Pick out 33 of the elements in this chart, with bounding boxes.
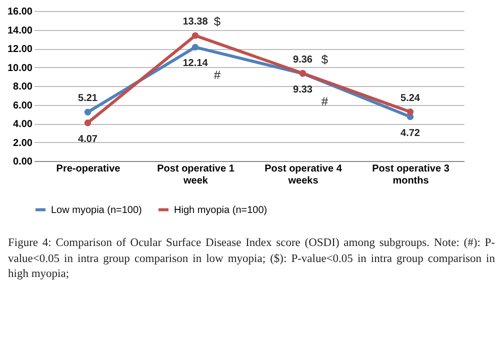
data-label: 9.36 (293, 54, 313, 66)
annotation: # (214, 68, 221, 82)
legend-label: Low myopia (n=100) (51, 204, 142, 216)
data-label: 13.38 (182, 16, 208, 28)
point (192, 32, 199, 39)
data-label: 12.14 (182, 58, 208, 70)
y-tick-label: 16.00 (7, 6, 33, 18)
y-tick-label: 2.00 (13, 138, 33, 149)
caption: Figure 4: Comparison of Ocular Surface Disease Index score (OSDI) among subgroups. Note: (#): P-value<0.05 in intra group comparison in low myopia; ($): P-value<0.05 in intra group comparison in high myopia; (7, 236, 496, 282)
legend-label: High myopia (n=100) (174, 204, 268, 216)
point (84, 108, 92, 116)
data-label: 5.21 (78, 93, 98, 104)
point (84, 119, 92, 126)
data-label: 4.72 (400, 128, 420, 139)
annotation: # (321, 94, 328, 109)
y-tick-label: 10.00 (7, 62, 33, 74)
data-label: 4.07 (78, 134, 98, 145)
point (406, 108, 414, 116)
y-tick-label: 14.00 (7, 25, 33, 36)
x-tick-label: Post operative 1 week (157, 164, 235, 186)
y-tick-label: 8.00 (13, 82, 33, 92)
data-label: 9.33 (293, 84, 313, 96)
x-tick-label: Post operative 3 months (372, 164, 450, 186)
annotation: $ (321, 52, 328, 66)
annotation: $ (214, 14, 221, 29)
data-label: 5.24 (400, 92, 420, 104)
y-tick-label: 4.00 (13, 119, 33, 130)
y-tick-label: 6.00 (13, 100, 33, 112)
y-tick-label: 0.00 (13, 156, 33, 168)
x-tick-label: Pre-operative (56, 164, 121, 174)
y-tick-label: 12.00 (7, 44, 33, 55)
x-tick-label: Post operative 4 weeks (264, 164, 342, 186)
point (192, 44, 199, 51)
